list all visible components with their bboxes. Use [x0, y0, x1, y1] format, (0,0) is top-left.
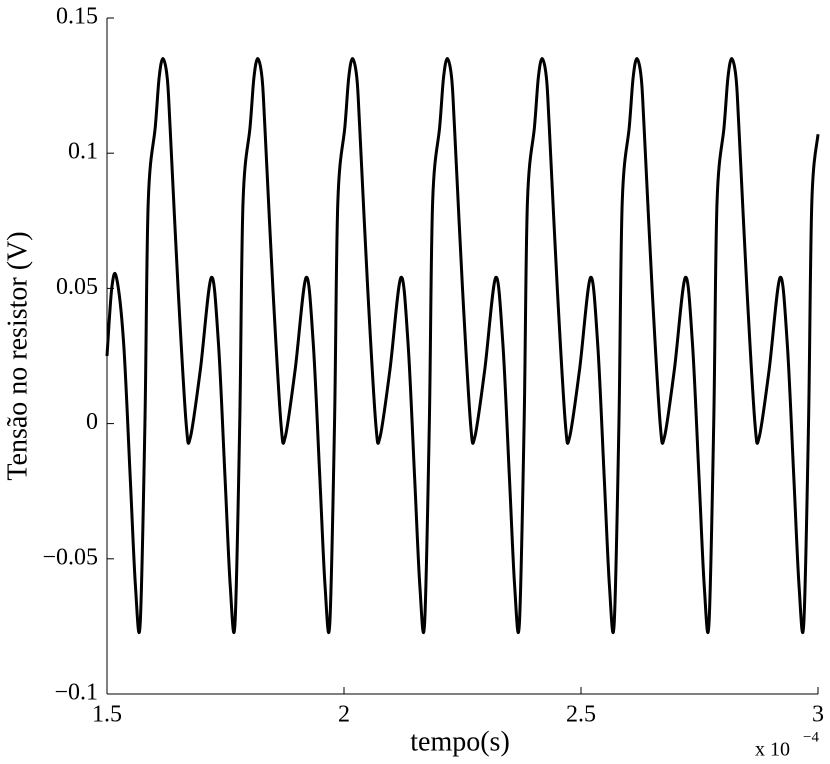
x-multiplier: x 10: [755, 739, 790, 761]
y-tick-label: 0.05: [56, 274, 98, 300]
y-axis-label: Tensão no resistor (V): [2, 231, 33, 480]
x-tick-label: 2.5: [566, 702, 596, 728]
x-axis-label: tempo(s): [410, 726, 510, 757]
y-tick-label: 0: [86, 409, 98, 435]
line-series: [105, 57, 820, 634]
x-tick-label: 3: [812, 702, 824, 728]
y-tick-label: 0.1: [68, 139, 98, 165]
x-tick-label: 1.5: [92, 702, 122, 728]
y-tick-label: 0.15: [56, 4, 98, 30]
y-tick-label: −0.1: [54, 680, 98, 706]
x-tick-label: 2: [338, 702, 350, 728]
x-exponent: −4: [803, 729, 819, 745]
y-tick-label: −0.05: [42, 544, 98, 570]
